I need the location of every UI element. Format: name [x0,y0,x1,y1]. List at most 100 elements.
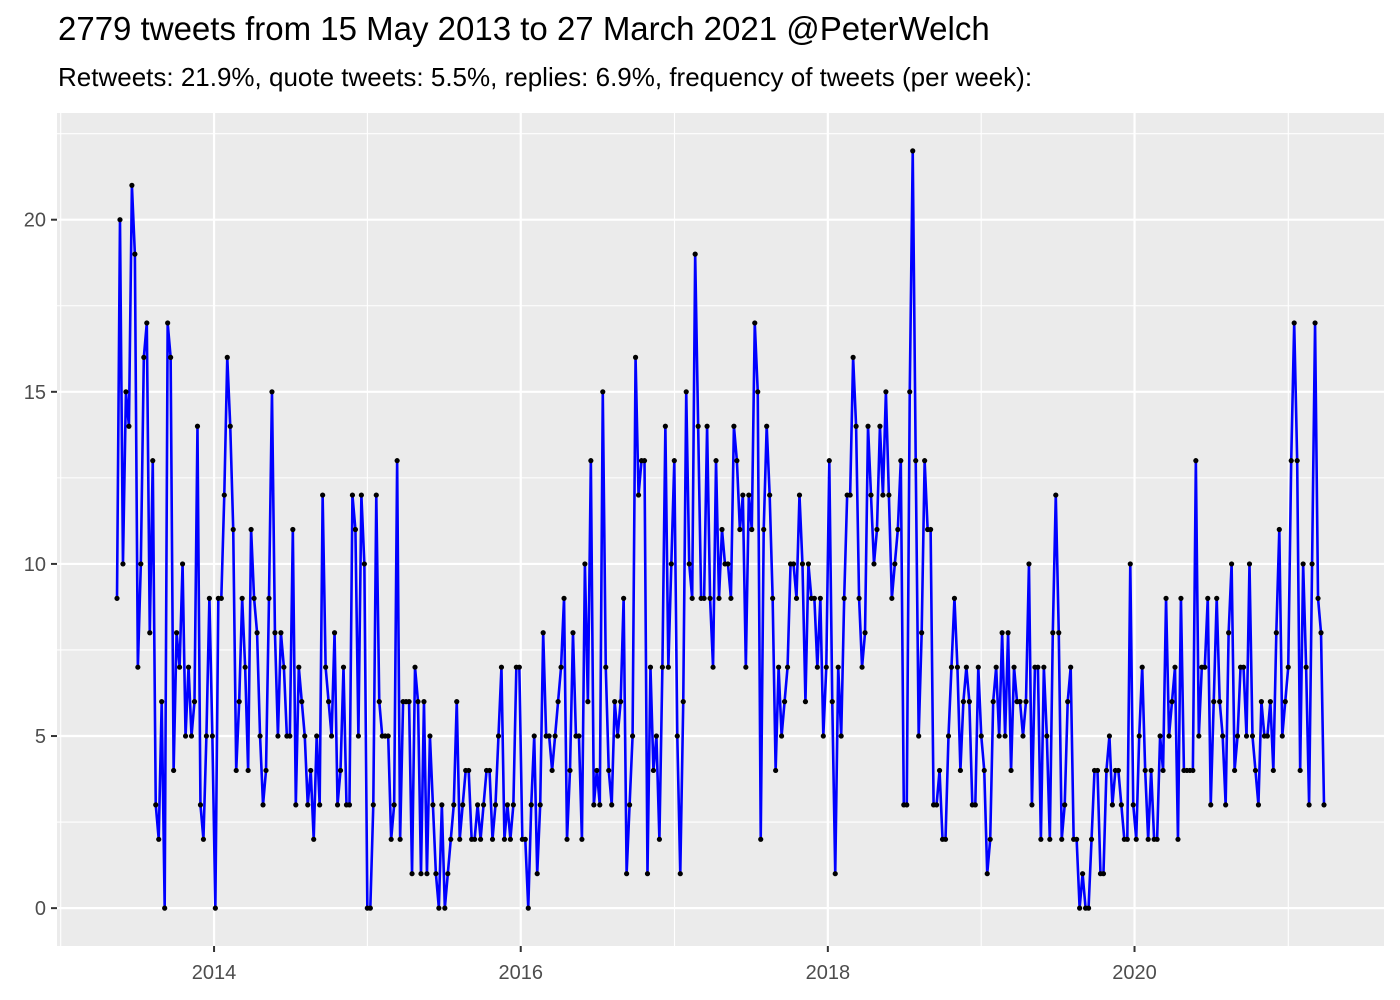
data-point [1300,561,1306,567]
data-point [594,767,600,774]
data-point [811,595,817,601]
data-point [656,836,663,842]
data-point [144,320,150,326]
data-point [123,389,129,395]
data-point [200,836,207,842]
data-point [281,664,287,670]
data-point [176,664,183,670]
data-point [233,767,239,774]
data-point [984,871,990,877]
data-point [1062,802,1068,808]
data-point [665,664,671,670]
data-point [1208,802,1214,808]
data-point [328,733,335,739]
data-point [546,733,552,739]
data-point [877,423,883,429]
data-point [1056,630,1062,636]
data-point [579,836,585,842]
data-point [376,699,382,705]
x-tick-label: 2014 [192,962,237,984]
data-point [135,664,141,670]
data-point [1267,699,1273,705]
data-point [1145,836,1151,842]
data-point [629,733,636,739]
y-tick-label: 15 [24,382,46,404]
data-point [397,836,403,842]
data-point [883,389,889,395]
data-point [1315,595,1321,601]
data-point [409,871,415,877]
data-point [606,767,612,774]
data-point [1074,836,1080,842]
data-point [1115,767,1121,774]
x-tick-label: 2020 [1112,962,1157,984]
data-point [805,561,812,567]
data-point [1249,733,1256,739]
data-point [576,733,582,739]
data-point [889,595,895,601]
data-point [936,767,943,774]
data-point [522,836,528,842]
data-point [728,595,734,601]
data-point [871,561,877,567]
data-point [263,767,269,774]
data-point [308,767,314,774]
data-point [358,492,364,498]
data-point [388,836,394,842]
data-point [1136,733,1142,739]
data-point [460,802,466,808]
y-tick-label: 20 [24,210,46,232]
data-point [1205,595,1211,601]
data-point [1202,664,1208,670]
series-line [115,149,1326,910]
data-point [758,836,764,842]
data-point [823,664,829,670]
data-point [1321,802,1327,808]
x-tick-label: 2018 [806,962,851,984]
data-point [1133,836,1139,842]
data-point [340,664,347,670]
x-tick-label: 2016 [498,962,543,984]
data-point [704,423,710,429]
data-point [1273,630,1279,636]
data-point [945,733,952,739]
data-point [641,458,648,464]
data-point [558,664,564,670]
data-point [585,699,591,705]
data-point [486,767,493,774]
data-point [865,423,871,429]
data-point [671,458,677,464]
data-point [147,630,153,636]
data-point [1109,802,1115,808]
data-point [1196,733,1202,739]
data-point [1291,320,1297,326]
data-point [501,836,508,842]
data-point [1080,871,1086,877]
data-point [537,802,543,808]
data-point [856,595,862,601]
data-point [922,458,928,464]
data-point [1059,836,1065,842]
data-point [615,733,621,739]
data-point [1288,458,1294,464]
data-point [448,836,454,842]
data-point [385,733,391,739]
data-point [1044,733,1050,739]
data-point [326,699,332,705]
data-point [168,354,174,360]
data-point [978,733,984,739]
data-point [171,767,177,774]
data-point [635,492,642,498]
data-point [960,699,966,705]
data-point [892,561,898,567]
data-point [1214,595,1220,601]
data-point [1294,458,1300,464]
data-point [853,423,859,429]
data-point [272,630,278,636]
data-point [710,664,716,670]
data-point [206,595,212,601]
data-point [162,905,168,911]
data-point [361,561,367,567]
data-point [257,733,263,739]
data-point [1029,802,1035,808]
